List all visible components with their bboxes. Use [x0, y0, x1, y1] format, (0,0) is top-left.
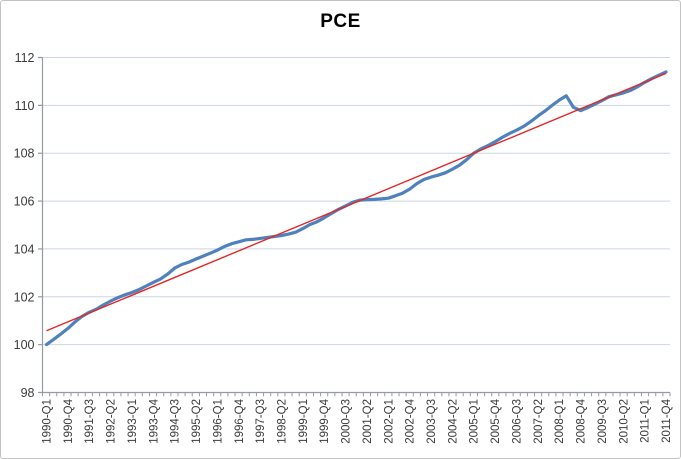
x-tick-label: 1993-Q4 [148, 398, 160, 443]
x-tick-label: 1995-Q2 [191, 399, 203, 444]
x-tick-label: 1993-Q1 [127, 399, 139, 444]
chart-title: PCE [320, 11, 361, 32]
pce-series-line [44, 70, 668, 347]
y-tick-label: 104 [14, 242, 35, 256]
x-tick-label: 1999-Q1 [298, 399, 310, 444]
x-tick-label: 2004-Q2 [447, 399, 459, 444]
x-tick-label: 2010-Q2 [618, 399, 630, 444]
y-tick-label: 110 [15, 99, 35, 113]
x-tick-label: 2011-Q1 [640, 399, 652, 443]
x-tick-label: 2003-Q3 [426, 399, 438, 444]
x-tick-label: 2005-Q1 [469, 399, 481, 444]
x-tick-label: 1990-Q4 [63, 398, 75, 443]
y-tick-label: 108 [14, 147, 35, 161]
x-tick-label: 2011-Q4 [661, 398, 673, 443]
y-tick-label: 98 [21, 386, 35, 400]
y-tick-label: 100 [14, 338, 35, 352]
x-tick-label: 1999-Q4 [319, 398, 331, 443]
y-tick-label: 102 [14, 290, 35, 304]
x-tick-label: 2002-Q1 [383, 399, 395, 444]
y-tick-label: 112 [15, 51, 35, 65]
x-tick-label: 2002-Q4 [405, 398, 417, 443]
x-tick-label: 1994-Q3 [170, 399, 182, 444]
x-tick-label: 2005-Q4 [490, 398, 502, 443]
x-tick-label: 1998-Q2 [276, 399, 288, 444]
x-tick-label: 2008-Q1 [554, 399, 566, 444]
trend-line [46, 72, 667, 332]
x-tick-label: 1996-Q4 [234, 398, 246, 443]
x-tick-label: 2007-Q2 [533, 399, 545, 444]
x-tick-label: 1990-Q1 [42, 399, 54, 444]
x-tick-label: 1992-Q2 [106, 399, 118, 444]
y-tick-label: 106 [14, 195, 35, 209]
x-tick-label: 2000-Q3 [341, 399, 353, 444]
x-tick-label: 2001-Q2 [362, 399, 374, 444]
x-tick-label: 1997-Q3 [255, 399, 267, 444]
x-tick-label: 2009-Q3 [597, 399, 609, 444]
x-tick-label: 2008-Q4 [576, 398, 588, 443]
x-tick-label: 2006-Q3 [511, 399, 523, 444]
x-tick-label: 1991-Q3 [84, 399, 96, 444]
x-tick-label: 1996-Q1 [212, 399, 224, 444]
